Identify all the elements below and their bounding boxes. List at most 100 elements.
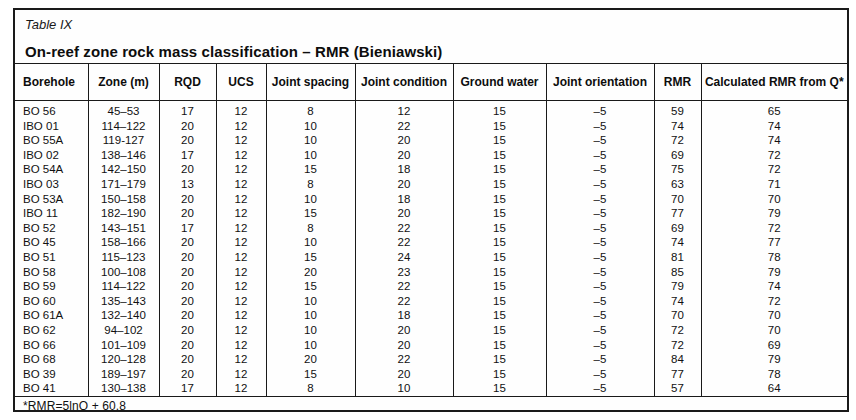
- table-row: BO 41130–138171281015–55764: [15, 381, 847, 396]
- table-cell: 72: [654, 323, 701, 338]
- table-body: BO 5645–53171281215–55965IBO 01114–12220…: [15, 101, 847, 397]
- table-row: BO 66101–1092012102015–57269: [15, 338, 847, 353]
- table-row: BO 61A132–1402012101815–57070: [15, 308, 847, 323]
- table-cell: 77: [701, 235, 847, 250]
- table-cell: 12: [216, 294, 266, 309]
- table-cell: 20: [159, 265, 216, 280]
- table-row: BO 51115–1232012152415–58178: [15, 250, 847, 265]
- table-cell: –5: [546, 352, 654, 367]
- table-cell: –5: [546, 279, 654, 294]
- table-cell: 10: [266, 192, 355, 207]
- table-cell: 135–143: [88, 294, 159, 309]
- table-cell: 20: [355, 177, 453, 192]
- table-row: BO 68120–1282012202215–58479: [15, 352, 847, 367]
- table-cell: 75: [654, 162, 701, 177]
- table-cell: 10: [266, 148, 355, 163]
- table-cell: 84: [654, 352, 701, 367]
- table-cell: 20: [159, 192, 216, 207]
- table-cell: 20: [355, 323, 453, 338]
- table-cell: 132–140: [88, 308, 159, 323]
- table-cell: 64: [701, 381, 847, 396]
- table-cell: BO 61A: [15, 308, 88, 323]
- table-cell: 15: [266, 250, 355, 265]
- table-cell: BO 56: [15, 101, 88, 119]
- table-row: BO 58100–1082012202315–58579: [15, 265, 847, 280]
- table-cell: IBO 01: [15, 119, 88, 134]
- table-cell: 78: [701, 367, 847, 382]
- table-cell: 10: [266, 338, 355, 353]
- table-cell: 18: [355, 192, 453, 207]
- table-cell: 22: [355, 221, 453, 236]
- column-header: Zone (m): [88, 64, 159, 101]
- table-row: BO 39189–1972012152015–57778: [15, 367, 847, 382]
- table-row: IBO 03171–179131282015–56371: [15, 177, 847, 192]
- table-cell: 24: [355, 250, 453, 265]
- table-cell: 20: [355, 206, 453, 221]
- table-cell: BO 58: [15, 265, 88, 280]
- table-cell: –5: [546, 381, 654, 396]
- table-cell: 74: [654, 294, 701, 309]
- table-cell: 15: [453, 148, 546, 163]
- table-cell: BO 59: [15, 279, 88, 294]
- table-cell: 120–128: [88, 352, 159, 367]
- table-cell: 94–102: [88, 323, 159, 338]
- table-cell: 13: [159, 177, 216, 192]
- table-cell: 10: [266, 294, 355, 309]
- table-cell: 70: [701, 323, 847, 338]
- table-cell: –5: [546, 162, 654, 177]
- table-cell: 23: [355, 265, 453, 280]
- table-cell: 12: [216, 192, 266, 207]
- table-cell: 15: [266, 367, 355, 382]
- table-cell: 77: [654, 206, 701, 221]
- table-cell: 15: [453, 162, 546, 177]
- table-cell: 78: [701, 250, 847, 265]
- table-cell: 70: [701, 192, 847, 207]
- table-cell: 15: [453, 206, 546, 221]
- table-cell: 45–53: [88, 101, 159, 119]
- table-cell: 18: [355, 308, 453, 323]
- table-cell: BO 39: [15, 367, 88, 382]
- table-cell: 119-127: [88, 133, 159, 148]
- column-header: Joint spacing: [266, 64, 355, 101]
- table-row: BO 59114–1222012152215–57974: [15, 279, 847, 294]
- table-cell: 12: [216, 308, 266, 323]
- table-cell: 15: [453, 221, 546, 236]
- table-cell: 69: [654, 148, 701, 163]
- table-cell: 12: [216, 279, 266, 294]
- table-cell: 10: [266, 235, 355, 250]
- table-cell: IBO 02: [15, 148, 88, 163]
- table-cell: 20: [159, 133, 216, 148]
- table-cell: –5: [546, 221, 654, 236]
- table-row: BO 55A119-1272012102015–57274: [15, 133, 847, 148]
- rmr-classification-table: BoreholeZone (m)RQDUCSJoint spacingJoint…: [15, 63, 847, 412]
- table-cell: 74: [701, 119, 847, 134]
- table-cell: 79: [701, 352, 847, 367]
- table-cell: 59: [654, 101, 701, 119]
- table-cell: 72: [654, 133, 701, 148]
- table-cell: 130–138: [88, 381, 159, 396]
- table-cell: 18: [355, 162, 453, 177]
- table-cell: 171–179: [88, 177, 159, 192]
- table-cell: 15: [453, 381, 546, 396]
- table-title: On-reef zone rock mass classification – …: [25, 43, 837, 60]
- table-cell: 143–151: [88, 221, 159, 236]
- table-cell: 150–158: [88, 192, 159, 207]
- table-cell: 12: [216, 265, 266, 280]
- table-cell: BO 52: [15, 221, 88, 236]
- table-cell: 20: [159, 162, 216, 177]
- table-cell: 100–108: [88, 265, 159, 280]
- table-cell: 22: [355, 235, 453, 250]
- table-cell: 72: [701, 221, 847, 236]
- table-cell: 15: [453, 279, 546, 294]
- table-cell: 15: [453, 133, 546, 148]
- table-cell: 114–122: [88, 119, 159, 134]
- table-row: BO 53A150–1582012101815–57070: [15, 192, 847, 207]
- table-cell: 20: [159, 235, 216, 250]
- table-cell: BO 55A: [15, 133, 88, 148]
- table-cell: –5: [546, 265, 654, 280]
- table-cell: IBO 11: [15, 206, 88, 221]
- table-cell: –5: [546, 177, 654, 192]
- table-cell: 8: [266, 177, 355, 192]
- table-cell: 12: [216, 148, 266, 163]
- table-cell: 12: [216, 323, 266, 338]
